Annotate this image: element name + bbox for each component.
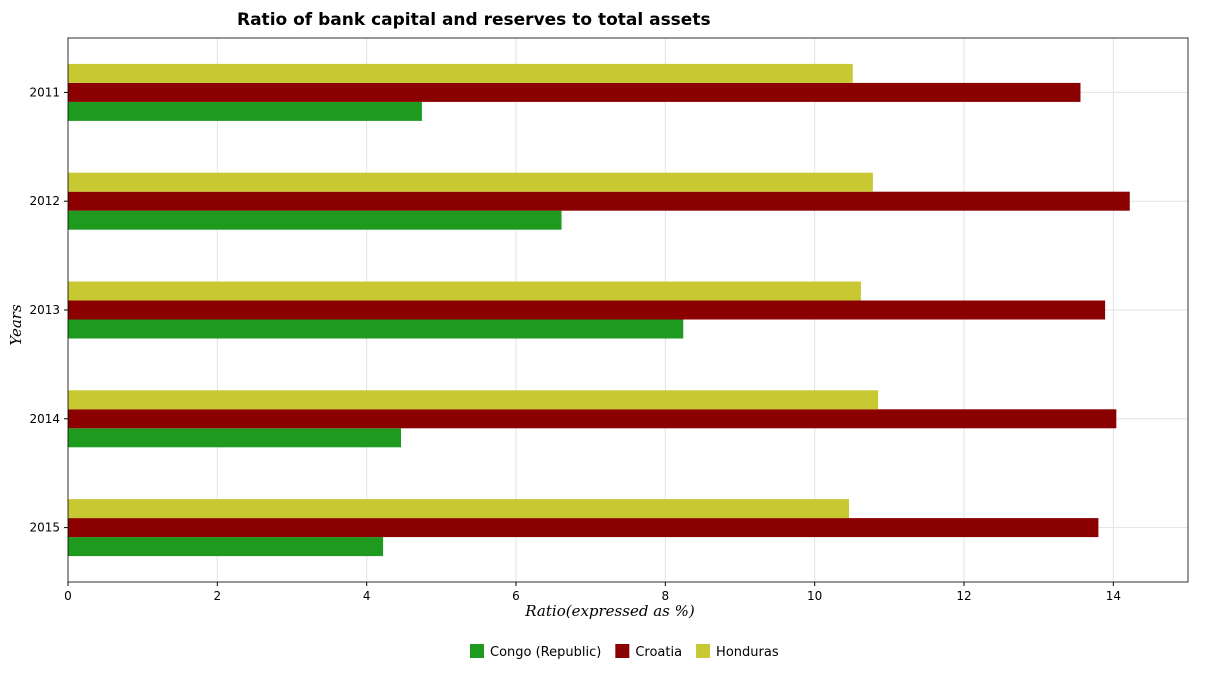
- bar-congo-republic-2011: [68, 101, 422, 121]
- x-tick-label: 0: [64, 589, 72, 603]
- bar-honduras-2015: [68, 499, 850, 519]
- plot-frame: [67, 37, 1189, 583]
- bar-croatia-2011: [68, 82, 1081, 102]
- legend: Congo (Republic) Croatia Honduras: [470, 644, 779, 660]
- legend-label: Honduras: [716, 645, 779, 660]
- bar-croatia-2012: [68, 191, 1130, 211]
- bar-croatia-2015: [68, 518, 1099, 538]
- y-tick-label: 2013: [29, 303, 60, 317]
- x-tick-label: 14: [1106, 589, 1121, 603]
- y-tick-label: 2015: [29, 521, 60, 535]
- bar-congo-republic-2013: [68, 319, 684, 339]
- bar-honduras-2012: [68, 172, 873, 192]
- y-tick-label: 2014: [29, 412, 60, 426]
- x-tick-label: 10: [807, 589, 822, 603]
- x-axis-ticks: 0 2 4 6 8 10 12 14: [64, 582, 1121, 603]
- bar-honduras-2011: [68, 63, 853, 83]
- bar-congo-republic-2015: [68, 537, 384, 557]
- x-tick-label: 12: [956, 589, 971, 603]
- y-axis-ticks: 2011 2012 2013 2014 2015: [29, 85, 68, 535]
- bar-honduras-2014: [68, 390, 879, 410]
- x-tick-label: 6: [512, 589, 520, 603]
- chart-title: Ratio of bank capital and reserves to to…: [237, 10, 711, 30]
- bar-congo-republic-2012: [68, 210, 562, 230]
- x-tick-label: 8: [662, 589, 670, 603]
- x-axis-label: Ratio(expressed as %): [524, 602, 695, 620]
- bar-croatia-2013: [68, 300, 1106, 320]
- bars-group: [68, 63, 1130, 557]
- legend-swatch: [470, 644, 484, 658]
- x-tick-label: 2: [214, 589, 222, 603]
- bar-honduras-2013: [68, 281, 861, 301]
- legend-swatch: [696, 644, 711, 658]
- y-tick-label: 2012: [29, 194, 60, 208]
- bar-croatia-2014: [68, 409, 1117, 429]
- legend-swatch: [615, 644, 630, 658]
- y-tick-label: 2011: [29, 85, 60, 99]
- legend-label: Croatia: [635, 645, 682, 660]
- bar-congo-republic-2014: [68, 428, 402, 448]
- legend-label: Congo (Republic): [490, 645, 601, 660]
- y-axis-label: Years: [7, 304, 25, 346]
- x-tick-label: 4: [363, 589, 371, 603]
